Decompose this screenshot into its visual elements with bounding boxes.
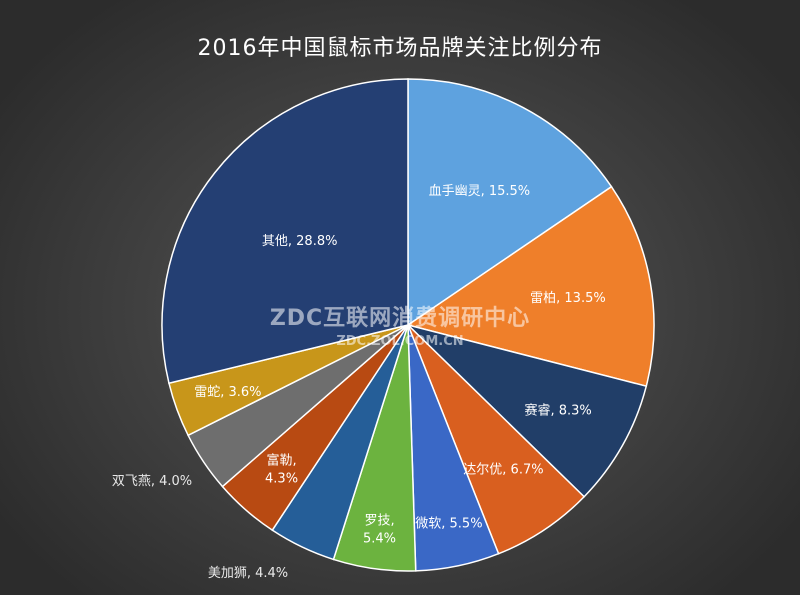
pie-slice-0 bbox=[407, 78, 613, 327]
slice-label-9: 雷蛇, 3.6% bbox=[194, 385, 261, 400]
pie-slice-1 bbox=[406, 185, 655, 388]
slice-label-8: 双飞燕, 4.0% bbox=[112, 474, 192, 489]
pie-slice-10 bbox=[161, 78, 409, 385]
slice-label-4: 微软, 5.5% bbox=[415, 517, 482, 532]
slice-label-5: 罗技, 5.4% bbox=[363, 514, 396, 547]
chart-title: 2016年中国鼠标市场品牌关注比例分布 bbox=[197, 36, 603, 61]
slice-label-10: 其他, 28.8% bbox=[262, 234, 338, 249]
slice-label-6: 美加狮, 4.4% bbox=[208, 566, 288, 581]
slice-label-2: 赛睿, 8.3% bbox=[524, 402, 591, 418]
slice-label-1: 雷柏, 13.5% bbox=[530, 291, 606, 306]
pie-slice-2 bbox=[405, 323, 648, 498]
slice-label-0: 血手幽灵, 15.5% bbox=[429, 184, 531, 199]
slice-label-7: 富勒, 4.3% bbox=[265, 452, 298, 486]
slice-label-3: 达尔优, 6.7% bbox=[463, 462, 543, 477]
